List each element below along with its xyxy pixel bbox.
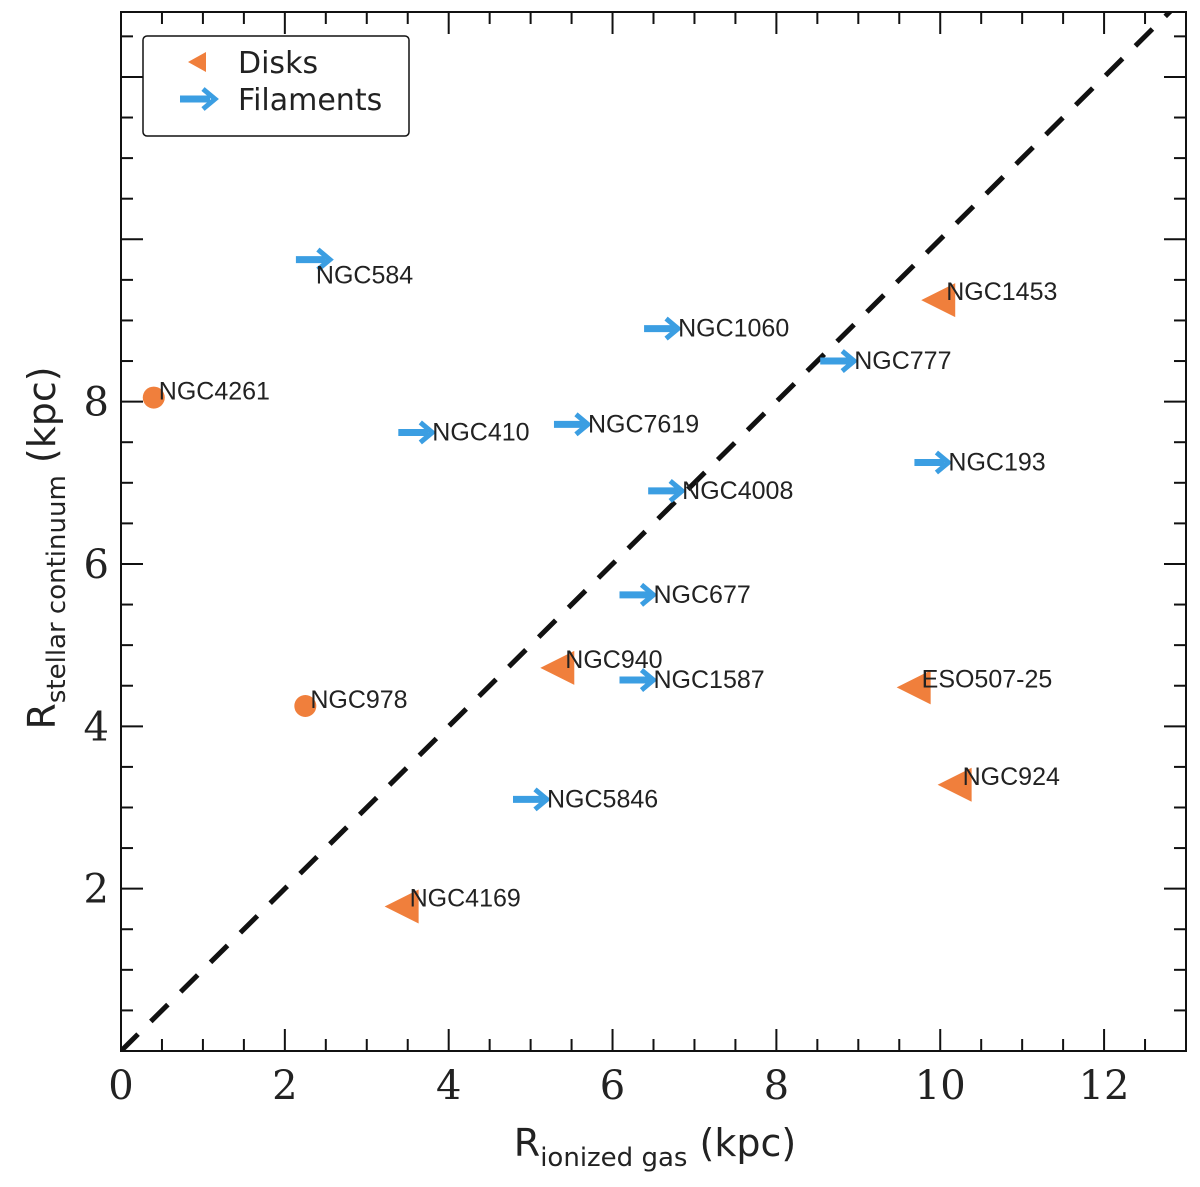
- data-points: [142, 247, 972, 924]
- label-ngc677: NGC677: [654, 581, 751, 609]
- point-ngc584-head: [316, 247, 334, 272]
- axis-label-subscript: ionized gas: [540, 1143, 687, 1173]
- legend-marker-filaments: [180, 87, 219, 111]
- label-ngc7619: NGC7619: [588, 410, 699, 438]
- legend-arrow-head: [201, 87, 219, 111]
- y-axis-label: Rstellar continuum (kpc): [20, 366, 72, 729]
- point-ngc978: [294, 695, 317, 718]
- reference-line-layer: [121, 12, 1174, 1051]
- point-ngc5846: [513, 787, 551, 812]
- label-ngc1060: NGC1060: [678, 315, 789, 343]
- point-ngc410-head: [418, 420, 437, 445]
- label-ngc1587: NGC1587: [654, 666, 765, 694]
- label-ngc924: NGC924: [963, 763, 1060, 791]
- axis-label-unit: (kpc): [20, 366, 64, 475]
- y-tick-label: 6: [84, 542, 109, 588]
- y-tick-label: 2: [84, 867, 109, 913]
- point-ngc1587-head: [639, 668, 658, 692]
- point-ngc677-head: [639, 582, 658, 607]
- point-ngc193-head: [934, 450, 953, 475]
- point-ngc7619: [553, 412, 592, 437]
- label-ngc4008: NGC4008: [682, 477, 793, 505]
- point-labels: NGC1453 NGC940 ESO507-25 NGC924 NGC4169 NGC58…: [159, 262, 1060, 913]
- label-eso507-25: ESO507-25: [922, 665, 1053, 693]
- point-ngc584: [295, 247, 334, 272]
- axis-label-main: R: [20, 703, 64, 729]
- label-ngc5846: NGC5846: [547, 785, 658, 813]
- point-eso507-25: [896, 670, 931, 705]
- point-ngc940: [540, 650, 575, 685]
- point-ngc7619-head: [574, 412, 592, 437]
- point-ngc1453: [921, 283, 956, 318]
- label-ngc1453: NGC1453: [946, 278, 1057, 306]
- x-tick-label: 12: [1079, 1063, 1130, 1109]
- point-ngc193: [914, 450, 953, 475]
- point-ngc4008-head: [668, 478, 687, 503]
- legend-marker-disks: [188, 52, 206, 72]
- plot-frame: [120, 11, 1187, 1052]
- x-axis-label: Rionized gas (kpc): [514, 1121, 796, 1173]
- axis-label-subscript: stellar continuum: [42, 475, 72, 703]
- point-ngc777: [820, 349, 859, 373]
- legend-label-disks: Disks: [238, 46, 318, 81]
- x-tick-label: 0: [108, 1063, 133, 1109]
- label-ngc584: NGC584: [316, 262, 413, 290]
- point-ngc777-head: [840, 349, 859, 373]
- point-ngc677: [619, 582, 658, 607]
- point-ngc1060-head: [664, 316, 682, 341]
- axis-ticks: 0 2 4 6 8 10 12 2 4 6 8: [84, 12, 1187, 1109]
- x-tick-label: 10: [915, 1063, 966, 1109]
- point-ngc924: [937, 767, 972, 802]
- legend-label-filaments: Filaments: [238, 83, 382, 118]
- label-ngc4169: NGC4169: [410, 885, 521, 913]
- x-tick-label: 8: [764, 1063, 789, 1109]
- label-ngc978: NGC978: [310, 686, 407, 714]
- point-ngc1587: [619, 668, 658, 692]
- legend-box: [142, 35, 410, 137]
- label-ngc940: NGC940: [565, 646, 662, 674]
- x-tick-label: 4: [436, 1063, 461, 1109]
- label-ngc410: NGC410: [432, 418, 529, 446]
- label-ngc777: NGC777: [854, 347, 951, 375]
- point-ngc4169: [384, 889, 419, 924]
- axis-label-unit: (kpc): [687, 1121, 796, 1165]
- x-tick-label: 2: [272, 1063, 297, 1109]
- y-tick-label: 8: [84, 380, 109, 426]
- label-ngc193: NGC193: [948, 449, 1045, 477]
- point-ngc1060: [644, 316, 682, 341]
- axis-label-main: R: [514, 1121, 540, 1165]
- x-tick-label: 6: [600, 1063, 625, 1109]
- label-ngc4261: NGC4261: [159, 378, 270, 406]
- point-ngc410: [398, 420, 437, 445]
- y-tick-label: 4: [84, 704, 109, 750]
- point-ngc4261: [142, 386, 165, 409]
- point-ngc4008: [648, 478, 687, 503]
- point-ngc5846-head: [533, 787, 551, 812]
- one-to-one-reference-line: [121, 12, 1174, 1051]
